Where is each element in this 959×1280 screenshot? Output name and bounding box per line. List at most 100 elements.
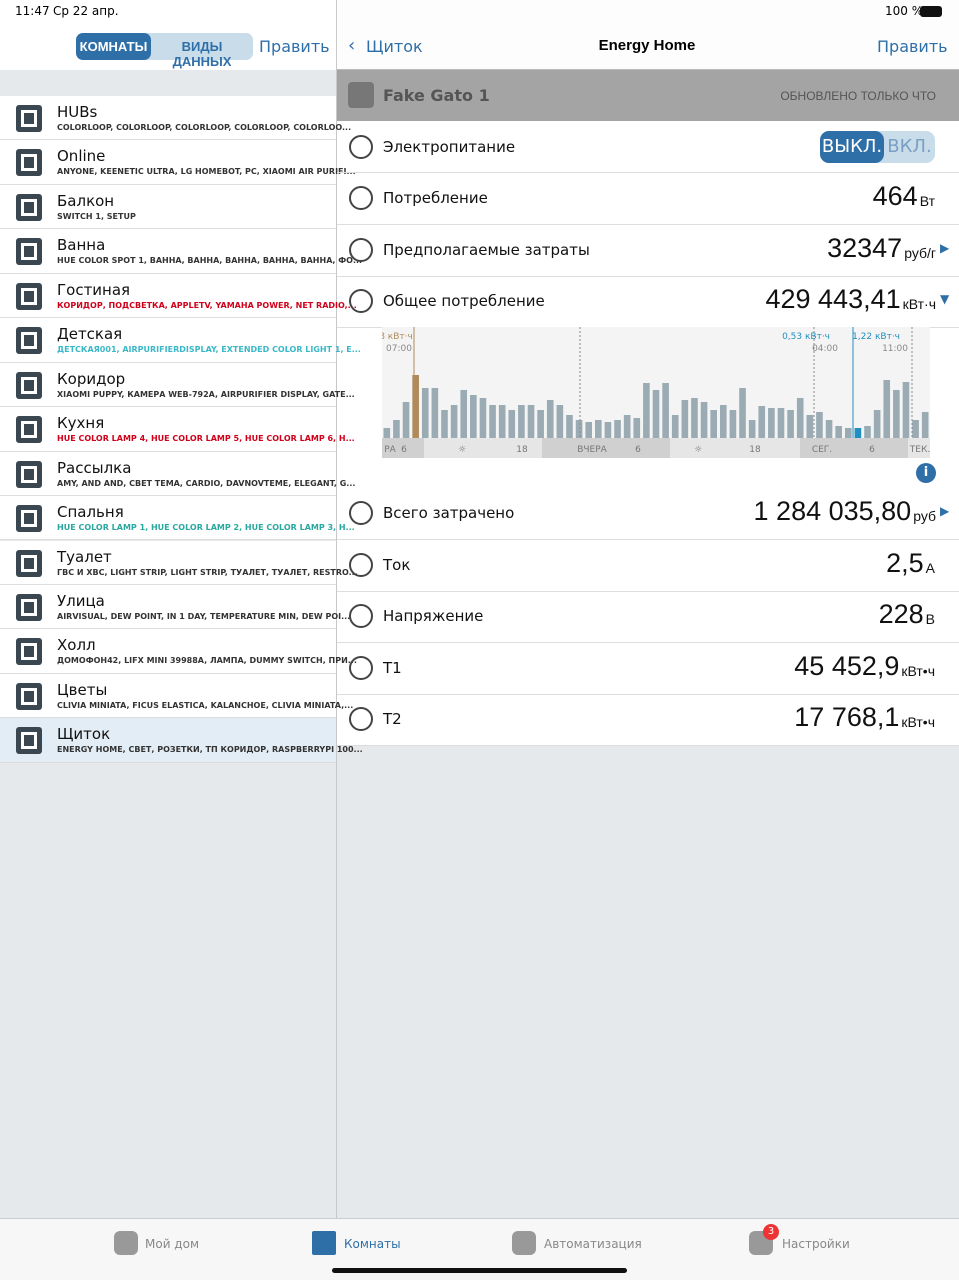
room-row[interactable] bbox=[0, 96, 336, 141]
x-label: ВЧЕРА bbox=[577, 445, 607, 455]
x-label: СЕГ. bbox=[812, 445, 832, 455]
tab-label[interactable]: Настройки bbox=[782, 1237, 850, 1251]
chart: РА 6 ☼ 18 ВЧЕРА 6 ☼ 18 СЕГ. 6 ТЕК. 8 кВт·ч 07:00 0,53… bbox=[382, 327, 930, 458]
room-row[interactable] bbox=[0, 407, 336, 452]
room-row[interactable] bbox=[0, 229, 336, 274]
back-chevron[interactable]: ‹ bbox=[348, 35, 356, 56]
segment[interactable]: ВИДЫ ДАННЫХ bbox=[172, 39, 232, 69]
back-button[interactable]: Щиток bbox=[366, 37, 423, 56]
toggle-off-label[interactable]: ВЫКЛ. bbox=[821, 136, 883, 157]
row-label: Напряжение bbox=[383, 607, 484, 625]
room-name: Online bbox=[57, 147, 106, 166]
room-icon bbox=[16, 682, 42, 710]
room-row[interactable] bbox=[0, 273, 336, 319]
room-icon bbox=[16, 371, 42, 399]
row-value: 228 bbox=[878, 599, 924, 629]
room-subtitle: ENERGY HOME, СВЕТ, РОЗЕТКИ, ТП КОРИДОР, … bbox=[57, 745, 363, 755]
row-sep bbox=[337, 590, 959, 592]
toggle-on-label[interactable]: ВКЛ. bbox=[887, 136, 932, 157]
bar bbox=[575, 420, 583, 438]
bar bbox=[518, 405, 525, 438]
row-unit: А bbox=[925, 559, 935, 576]
status-time: 11:47 bbox=[15, 4, 50, 18]
bar bbox=[566, 415, 573, 438]
bar bbox=[450, 405, 458, 438]
bar bbox=[470, 395, 477, 438]
room-row[interactable] bbox=[0, 318, 336, 363]
section-icon bbox=[348, 82, 374, 108]
night-band bbox=[800, 438, 908, 458]
bar bbox=[527, 405, 535, 438]
row-icon bbox=[349, 501, 373, 525]
row-icon bbox=[349, 604, 373, 628]
segment[interactable]: КОМНАТЫ bbox=[79, 39, 148, 54]
room-name: Спальня bbox=[57, 503, 124, 522]
row-label: Потребление bbox=[383, 189, 488, 207]
room-row[interactable] bbox=[0, 629, 336, 674]
row-unit: кВт·ч bbox=[902, 296, 936, 312]
tab-label[interactable]: Автоматизация bbox=[544, 1237, 642, 1251]
row-icon bbox=[349, 237, 373, 262]
room-icon bbox=[16, 105, 42, 132]
room-row[interactable] bbox=[0, 184, 336, 230]
row-icon bbox=[349, 552, 373, 577]
bar bbox=[508, 410, 516, 438]
divider bbox=[336, 0, 337, 1218]
section-title: Fake Gato 1 bbox=[383, 86, 490, 105]
room-subtitle: ДОМОФОН42, LIFX MINI 39988A, ЛАМПА, DUMM… bbox=[57, 656, 357, 666]
x-label: ☼ bbox=[458, 445, 466, 455]
room-row[interactable] bbox=[0, 451, 336, 497]
row-sep bbox=[337, 745, 959, 746]
edit-button[interactable]: Править bbox=[259, 37, 330, 56]
tab-icon[interactable] bbox=[512, 1231, 536, 1255]
room-row[interactable] bbox=[0, 584, 336, 630]
room-name: Ванна bbox=[57, 236, 106, 255]
annotation: 11:00 bbox=[882, 344, 908, 354]
room-row[interactable] bbox=[0, 140, 336, 185]
room-name: Улица bbox=[57, 591, 105, 610]
room-subtitle: COLORLOOP, COLORLOOP, COLORLOOP, COLORLO… bbox=[57, 123, 352, 132]
room-row[interactable] bbox=[0, 496, 336, 541]
bar bbox=[652, 390, 660, 438]
bar bbox=[758, 406, 766, 438]
room-icon bbox=[16, 549, 42, 577]
tab-icon[interactable] bbox=[312, 1231, 336, 1255]
row-label: Ток bbox=[383, 555, 411, 574]
room-name: Туалет bbox=[57, 547, 112, 566]
status-date: Ср 22 апр. bbox=[53, 4, 119, 18]
room-icon bbox=[16, 193, 42, 221]
room-row[interactable] bbox=[0, 540, 336, 585]
room-row[interactable] bbox=[0, 362, 336, 408]
bar bbox=[883, 380, 891, 438]
room-subtitle: CLIVIA MINIATA, FICUS ELASTICA, KALANCHO… bbox=[57, 700, 354, 710]
tab-label[interactable]: Мой дом bbox=[145, 1237, 199, 1251]
row-icon bbox=[349, 655, 373, 680]
bar bbox=[729, 410, 737, 438]
row-unit: руб bbox=[913, 508, 936, 524]
row-sep bbox=[337, 224, 959, 225]
bar bbox=[796, 398, 804, 438]
room-icon bbox=[16, 460, 42, 488]
room-subtitle: HUE COLOR LAMP 4, HUE COLOR LAMP 5, HUE … bbox=[57, 434, 355, 444]
x-label: 6 bbox=[401, 445, 407, 455]
info-icon[interactable]: i bbox=[916, 463, 936, 483]
room-subtitle: XIAOMI PUPPY, КАМЕРА WEB-792A, AIRPURIFI… bbox=[57, 389, 355, 399]
bar bbox=[748, 420, 756, 438]
bar bbox=[768, 408, 775, 438]
room-row[interactable] bbox=[0, 673, 336, 719]
row-sep bbox=[337, 275, 959, 277]
bar bbox=[806, 415, 814, 438]
bar bbox=[633, 418, 641, 438]
edit-button[interactable]: Править bbox=[877, 37, 948, 56]
room-row[interactable] bbox=[0, 718, 336, 763]
bar bbox=[662, 383, 669, 438]
row-sep bbox=[337, 693, 959, 695]
bar bbox=[921, 412, 929, 438]
bar bbox=[412, 375, 419, 438]
room-name: Детская bbox=[57, 325, 123, 344]
tab-label[interactable]: Комнаты bbox=[344, 1237, 401, 1251]
row-value: 1 284 035,80 bbox=[753, 496, 912, 526]
row-arrow: ▶ bbox=[940, 504, 950, 518]
tab-icon[interactable] bbox=[114, 1231, 138, 1255]
